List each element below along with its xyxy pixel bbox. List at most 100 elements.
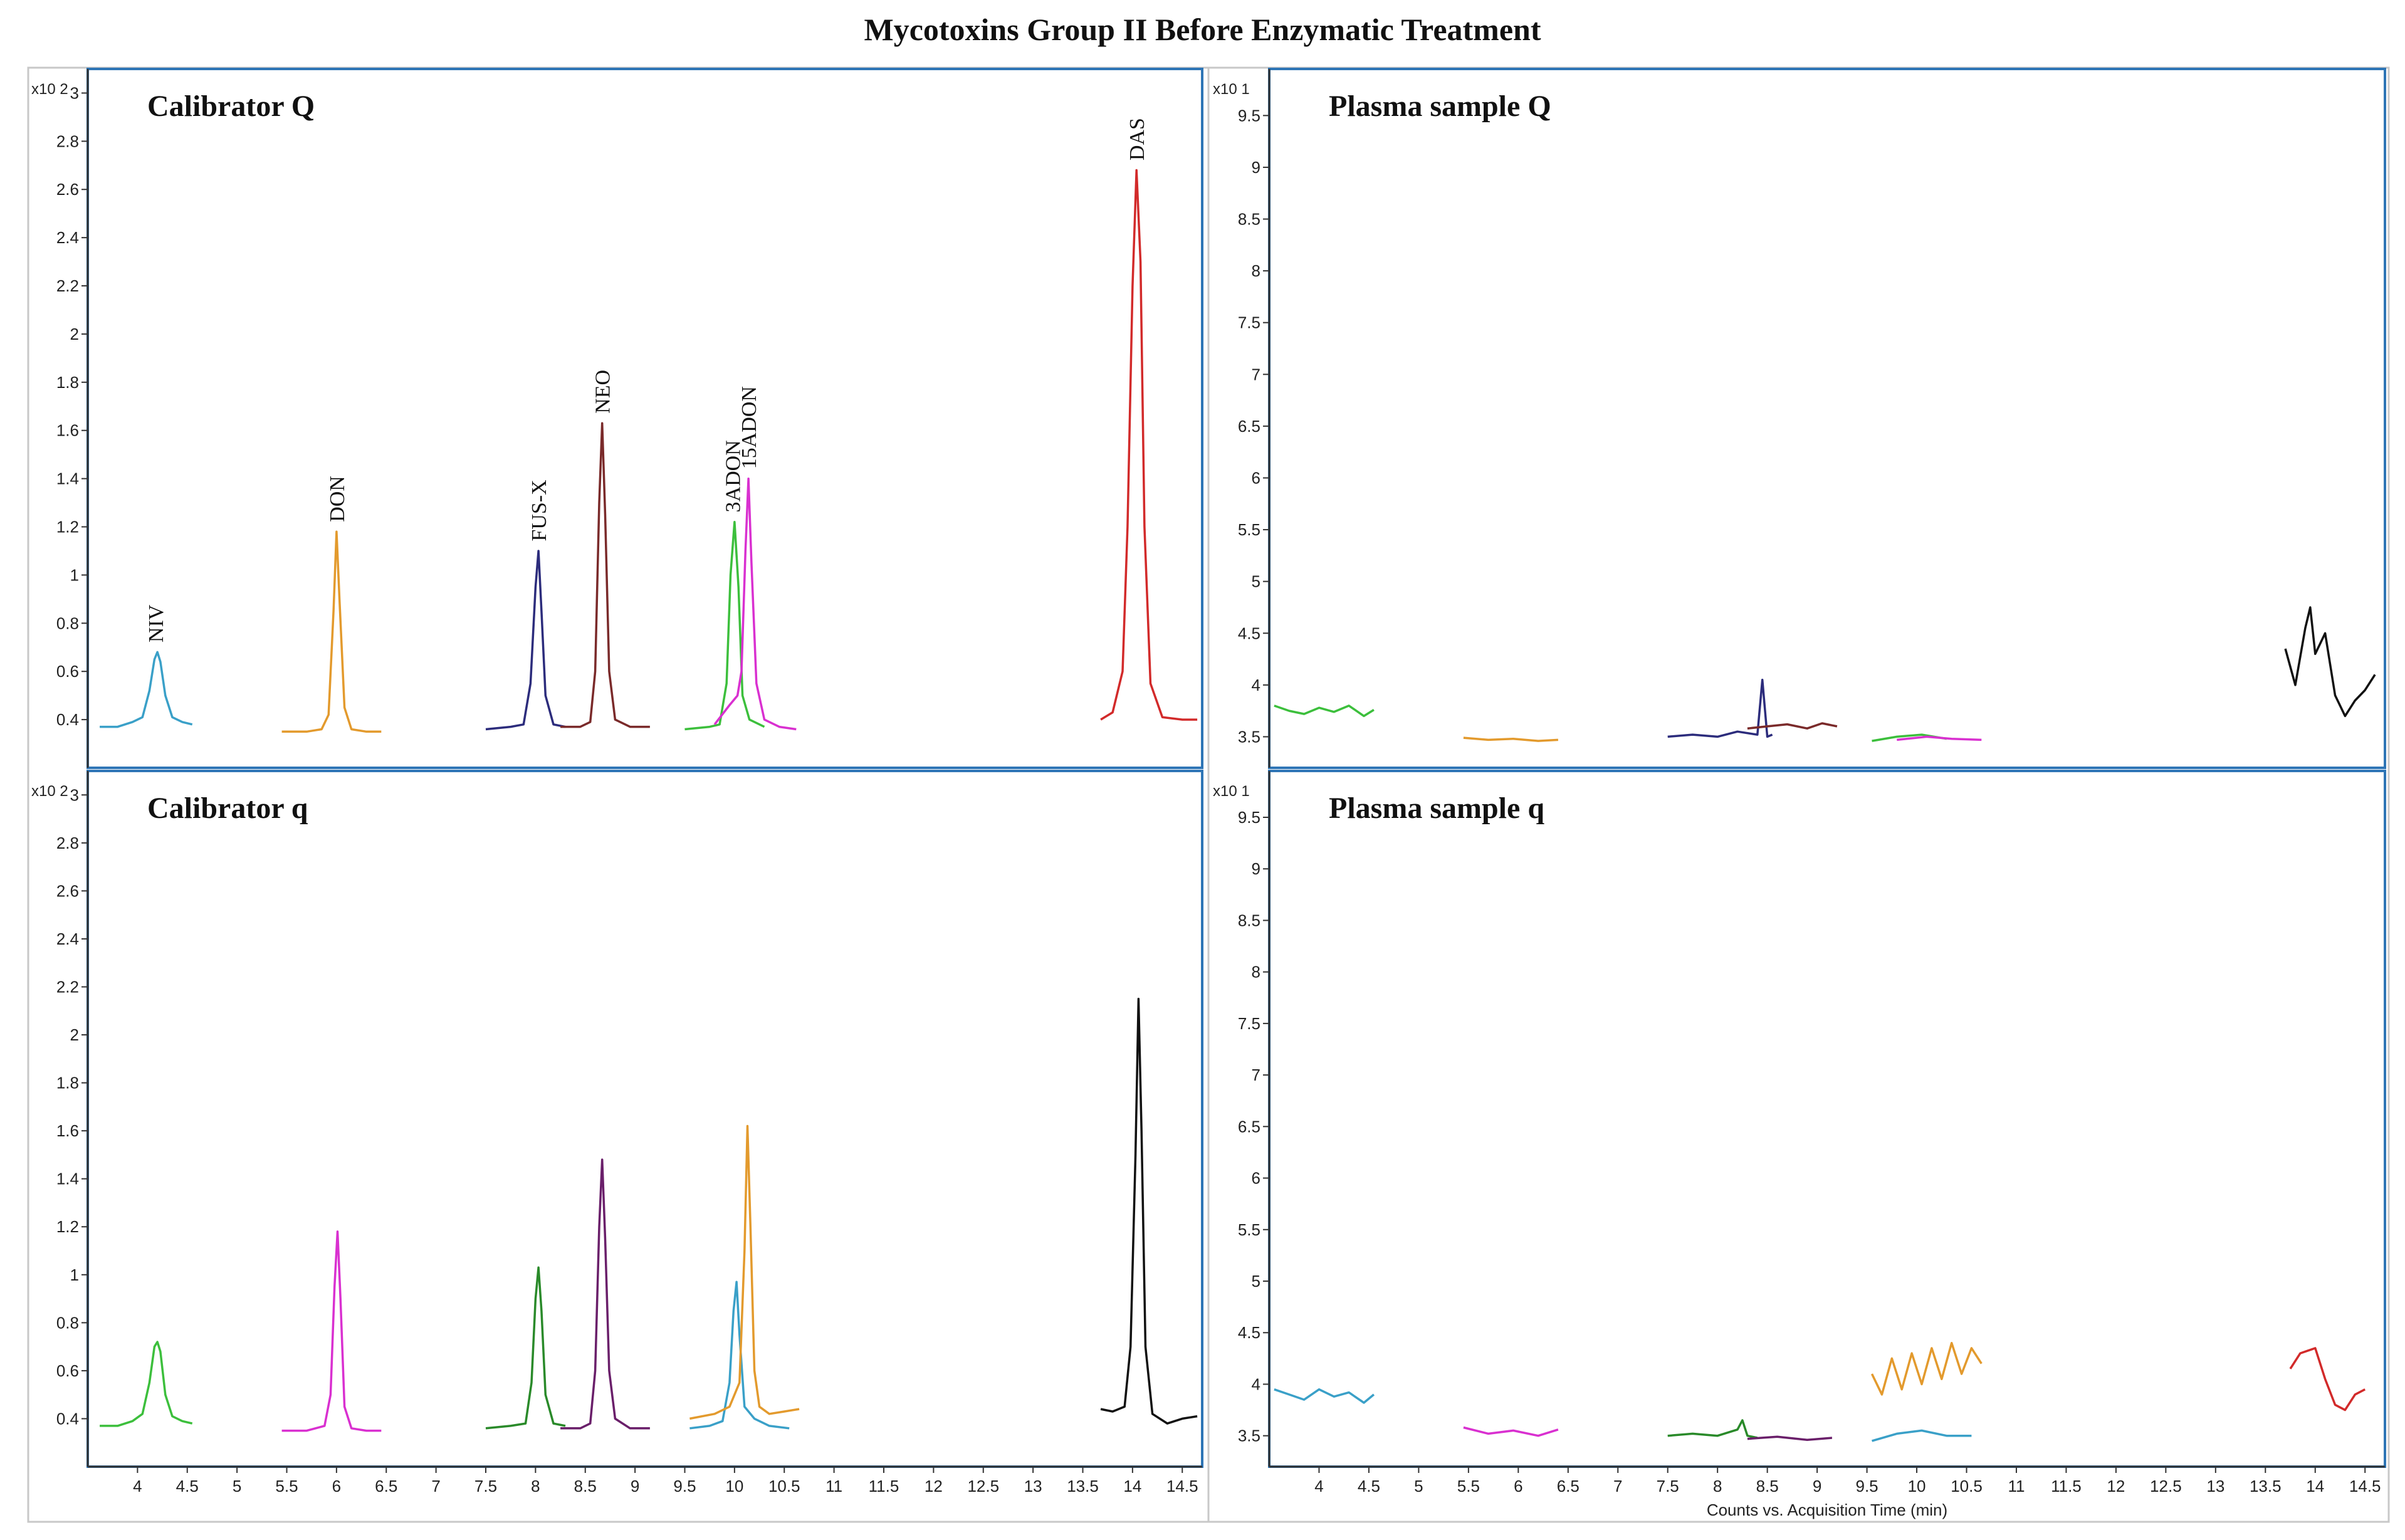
y-tick-label: 2.8 [56, 834, 79, 852]
plot-border [1268, 68, 2386, 769]
series-line-7 [2289, 1347, 2366, 1412]
y-tick-label: 0.8 [56, 1313, 79, 1332]
panel-title: Calibrator Q [147, 90, 315, 123]
x-tick-label: 10 [725, 1477, 743, 1495]
peak-label: 15ADON [738, 386, 761, 469]
y-tick-label: 2 [70, 325, 79, 343]
series-line-1 [1274, 705, 1375, 718]
y-tick-label: 5 [1252, 572, 1260, 591]
x-tick-label: 6.5 [1557, 1477, 1580, 1495]
series-line-6 [1897, 735, 1982, 741]
x-tick-label: 8 [531, 1477, 540, 1495]
x-tick-label: 9 [631, 1477, 639, 1495]
y-tick-label: 1.6 [56, 1121, 79, 1140]
peak-label: DAS [1126, 118, 1149, 160]
y-tick-label: 9.5 [1238, 808, 1260, 827]
series-line-7 [1100, 997, 1198, 1425]
x-tick-label: 13.5 [1067, 1477, 1099, 1495]
x-tick-label: 6.5 [375, 1477, 397, 1495]
chart-main-title: Mycotoxins Group II Before Enzymatic Tre… [864, 12, 1541, 47]
x-tick-label: 13 [2206, 1477, 2224, 1495]
x-tick-label: 7.5 [1657, 1477, 1679, 1495]
x-tick-label: 13 [1024, 1477, 1042, 1495]
x-tick-label: 14.5 [1166, 1477, 1198, 1495]
plot-border [86, 770, 1203, 1468]
x-tick-label: 5.5 [275, 1477, 298, 1495]
y-tick-label: 2.2 [56, 977, 79, 996]
y-tick-label: 1.6 [56, 421, 79, 440]
chart-panel-4: 3.5 4 4.5 5 5.5 6 6.5 7 7.5 8 8.5 9 9.5 x10 1 4 4.5 5 5.5… [1213, 770, 2386, 1519]
y-multiplier-label: x10 1 [1213, 783, 1250, 800]
y-tick-label: 0.6 [56, 1361, 79, 1380]
series-line-4 [560, 422, 650, 728]
series-line-6 [1872, 1429, 1972, 1442]
y-tick-label: 0.8 [56, 614, 79, 632]
series-line-2 [1463, 1426, 1559, 1437]
plot-border [86, 68, 1203, 769]
y-tick-label: 4 [1252, 676, 1260, 694]
x-tick-label: 4 [1314, 1477, 1323, 1495]
series-line-2 [281, 1230, 382, 1432]
y-tick-label: 3 [70, 785, 79, 804]
plot-border [1268, 770, 2386, 1468]
chart-panel-1: 0.4 0.6 0.8 1 1.2 1.4 1.6 1.8 2 2.2 2.4 2.6 2.8 3x10 … [31, 68, 1203, 769]
x-tick-label: 7 [1613, 1477, 1622, 1495]
series-line-1 [100, 651, 193, 728]
series-line-7 [1100, 169, 1198, 721]
x-tick-label: 5 [1414, 1477, 1423, 1495]
series-line-7 [2284, 606, 2376, 718]
peak-label: DON [326, 476, 349, 522]
y-tick-label: 7.5 [1238, 313, 1260, 332]
y-tick-label: 0.6 [56, 662, 79, 681]
series-line-1 [100, 1341, 193, 1427]
x-tick-label: 12.5 [967, 1477, 999, 1495]
y-multiplier-label: x10 2 [31, 783, 68, 800]
x-tick-label: 10.5 [1951, 1477, 1983, 1495]
x-tick-label: 5.5 [1457, 1477, 1480, 1495]
series-line-4 [1747, 1435, 1833, 1441]
y-tick-label: 2.6 [56, 881, 79, 900]
series-line-6 [713, 477, 797, 731]
x-tick-label: 7.5 [474, 1477, 497, 1495]
x-tick-label: 4.5 [1358, 1477, 1380, 1495]
panel-title: Plasma sample Q [1329, 90, 1551, 123]
y-tick-label: 3 [70, 83, 79, 102]
y-tick-label: 5 [1252, 1272, 1260, 1291]
peak-label: NIV [145, 604, 168, 642]
x-tick-label: 12 [925, 1477, 943, 1495]
y-tick-label: 6.5 [1238, 417, 1260, 436]
x-tick-label: 11 [825, 1477, 842, 1495]
series-line-2 [281, 530, 382, 733]
y-tick-label: 4 [1252, 1375, 1260, 1393]
y-tick-label: 6 [1252, 1169, 1260, 1188]
y-tick-label: 7.5 [1238, 1014, 1260, 1033]
y-tick-label: 8 [1252, 261, 1260, 280]
x-tick-label: 11 [2008, 1477, 2025, 1495]
x-tick-label: 9 [1813, 1477, 1821, 1495]
peak-label: FUS-X [528, 479, 551, 541]
x-tick-label: 4 [133, 1477, 142, 1495]
x-tick-label: 9.5 [673, 1477, 696, 1495]
y-tick-label: 8 [1252, 963, 1260, 982]
y-tick-label: 1.4 [56, 1170, 79, 1188]
y-tick-label: 2.4 [56, 228, 79, 247]
y-tick-label: 9 [1252, 859, 1260, 878]
y-tick-label: 7 [1252, 1066, 1260, 1084]
x-tick-label: 8 [1713, 1477, 1722, 1495]
x-tick-label: 11.5 [869, 1477, 899, 1495]
y-tick-label: 2 [70, 1025, 79, 1044]
y-tick-label: 3.5 [1238, 727, 1260, 746]
y-tick-label: 9.5 [1238, 106, 1260, 125]
x-tick-label: 5 [233, 1477, 241, 1495]
y-tick-label: 4.5 [1238, 624, 1260, 642]
x-tick-label: 8.5 [1756, 1477, 1779, 1495]
y-tick-label: 2.6 [56, 180, 79, 199]
x-axis-label: Counts vs. Acquisition Time (min) [1707, 1501, 1947, 1519]
series-line-3 [485, 1266, 566, 1430]
x-tick-label: 10.5 [768, 1477, 800, 1495]
x-tick-label: 10 [1908, 1477, 1926, 1495]
y-tick-label: 1.2 [56, 518, 79, 537]
y-multiplier-label: x10 2 [31, 81, 68, 98]
y-tick-label: 1.2 [56, 1217, 79, 1236]
y-tick-label: 8.5 [1238, 911, 1260, 930]
